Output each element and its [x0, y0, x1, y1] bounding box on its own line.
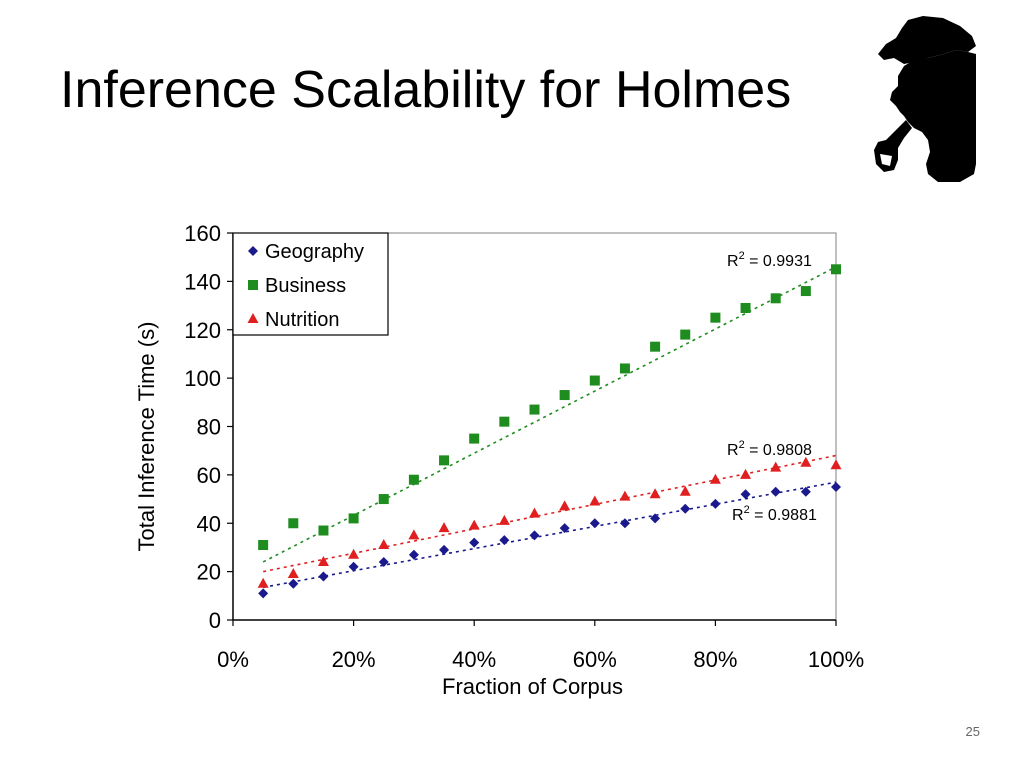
nutrition-point: [830, 459, 842, 470]
y-tick-label: 40: [197, 511, 221, 536]
geography-trendline: [263, 481, 837, 589]
business-point: [258, 540, 269, 551]
nutrition-point: [709, 473, 721, 484]
geography-point: [800, 486, 811, 497]
y-tick-label: 100: [184, 366, 221, 391]
business-point: [408, 474, 419, 485]
legend-business-marker: [248, 280, 258, 290]
nutrition-point: [800, 456, 812, 467]
business-point: [318, 525, 329, 536]
y-tick-label: 120: [184, 318, 221, 343]
legend-geography-marker: [248, 246, 258, 256]
business-point: [288, 518, 299, 529]
geography-point: [529, 530, 540, 541]
nutrition-point: [619, 490, 631, 501]
nutrition-r2-label: R2 = 0.9808: [727, 439, 812, 459]
y-axis-title: Total Inference Time (s): [134, 322, 159, 552]
geography-point: [559, 523, 570, 534]
legend-business-label: Business: [265, 275, 346, 297]
x-tick-label: 40%: [452, 647, 496, 672]
geography-point: [831, 481, 841, 492]
business-point: [650, 341, 661, 352]
nutrition-point: [770, 461, 782, 472]
geography-point: [378, 556, 389, 567]
business-point: [378, 494, 389, 505]
business-point: [770, 293, 781, 304]
legend-nutrition-label: Nutrition: [265, 309, 339, 331]
geography-point: [408, 549, 419, 560]
business-point: [619, 363, 630, 374]
geography-point: [469, 537, 480, 548]
nutrition-point: [740, 468, 752, 479]
y-tick-label: 0: [209, 608, 221, 633]
business-point: [710, 312, 721, 323]
nutrition-point: [438, 522, 450, 533]
y-tick-label: 60: [197, 463, 221, 488]
legend-nutrition-marker: [247, 313, 259, 323]
business-trendline: [262, 266, 837, 563]
y-tick-label: 80: [197, 415, 221, 440]
business-point: [559, 390, 570, 401]
business-point: [589, 375, 600, 386]
geography-point: [770, 486, 781, 497]
nutrition-point: [498, 514, 510, 525]
business-point: [740, 302, 751, 313]
nutrition-point: [408, 529, 420, 540]
geography-point: [710, 498, 721, 509]
x-tick-label: 60%: [573, 647, 617, 672]
business-point: [499, 416, 510, 427]
business-point: [800, 286, 811, 297]
business-point: [439, 455, 450, 466]
nutrition-point: [287, 568, 299, 579]
nutrition-point: [559, 500, 571, 511]
slide-title: Inference Scalability for Holmes: [60, 61, 792, 119]
business-point: [680, 329, 691, 340]
nutrition-point: [348, 548, 360, 559]
x-tick-label: 20%: [332, 647, 376, 672]
nutrition-point: [529, 507, 540, 518]
business-point: [831, 264, 841, 275]
geography-point: [499, 535, 510, 546]
nutrition-point: [649, 488, 661, 499]
geography-point: [318, 571, 329, 582]
x-tick-label: 100%: [808, 647, 864, 672]
geography-r2-label: R2 = 0.9881: [732, 504, 817, 524]
nutrition-point: [378, 539, 390, 550]
y-tick-label: 140: [184, 269, 221, 294]
geography-point: [288, 578, 299, 589]
legend-box: [232, 232, 389, 336]
business-point: [348, 513, 359, 524]
nutrition-point: [468, 519, 480, 530]
y-tick-label: 160: [184, 221, 221, 246]
nutrition-point: [257, 577, 269, 588]
geography-point: [740, 489, 751, 500]
x-tick-label: 0%: [217, 647, 249, 672]
geography-point: [589, 518, 600, 529]
geography-point: [619, 518, 630, 529]
geography-point: [348, 561, 359, 572]
legend-geography-label: Geography: [265, 241, 364, 263]
geography-point: [439, 544, 450, 555]
x-tick-label: 80%: [693, 647, 737, 672]
nutrition-point: [317, 555, 329, 566]
x-axis-title: Fraction of Corpus: [442, 674, 623, 699]
geography-point: [650, 513, 661, 524]
y-tick-label: 20: [197, 560, 221, 585]
business-point: [529, 404, 540, 415]
geography-point: [680, 503, 691, 514]
nutrition-point: [679, 485, 691, 496]
geography-point: [258, 588, 269, 599]
business-point: [469, 433, 480, 444]
business-r2-label: R2 = 0.9931: [727, 250, 812, 270]
sherlock-holmes-silhouette-icon: [874, 16, 976, 182]
slide-number: 25: [965, 724, 980, 739]
nutrition-point: [589, 495, 601, 506]
